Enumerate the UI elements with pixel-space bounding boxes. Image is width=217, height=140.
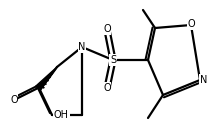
- Text: O: O: [187, 19, 195, 29]
- Text: OH: OH: [54, 110, 69, 120]
- Text: O: O: [103, 83, 111, 93]
- Text: N: N: [200, 75, 207, 85]
- Text: N: N: [78, 42, 86, 52]
- Text: S: S: [110, 55, 116, 65]
- Text: O: O: [10, 95, 18, 105]
- Polygon shape: [35, 67, 57, 89]
- Text: O: O: [103, 24, 111, 34]
